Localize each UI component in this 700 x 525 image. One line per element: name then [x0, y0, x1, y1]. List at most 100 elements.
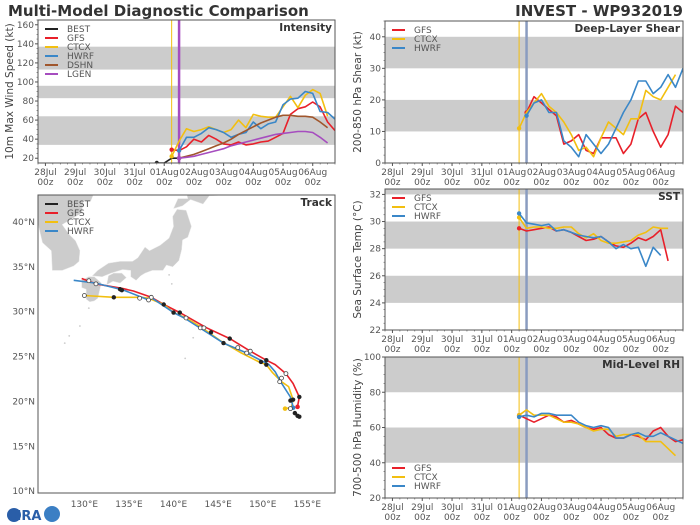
- series-start-point: [516, 211, 522, 216]
- track-start-point: [282, 406, 288, 411]
- x-tick-hour: 00z: [533, 178, 549, 188]
- series-start-point: [169, 154, 174, 159]
- y-tick-label: 100: [364, 353, 381, 363]
- x-tick-day: 03Aug: [209, 168, 238, 178]
- legend-label: GFS: [414, 194, 432, 204]
- map-frame: [37, 194, 336, 494]
- series-start-point: [524, 113, 529, 118]
- y-tick-label: 120: [17, 59, 34, 69]
- x-tick-hour: 00z: [67, 178, 83, 188]
- x-tick-day: 02Aug: [527, 168, 556, 178]
- legend-item-lgen: LGEN: [45, 70, 91, 80]
- legend-item-gfs: GFS: [392, 194, 432, 204]
- x-tick-hour: 00z: [97, 178, 113, 188]
- y-tick-label: 30: [370, 64, 382, 74]
- legend-label: GFS: [414, 26, 432, 36]
- y-tick-label: 40: [23, 135, 35, 145]
- legend-label: GFS: [67, 209, 85, 219]
- land-island: [170, 282, 173, 285]
- x-tick-hour: 00z: [384, 513, 400, 523]
- legend-item-dshn: DSHN: [45, 61, 93, 71]
- lat-tick-label: 20°N: [12, 397, 35, 407]
- y-axis-label: 200-850 hPa Shear (kt): [352, 31, 364, 153]
- legend-label: CTCX: [67, 43, 91, 53]
- series-line-hwrf: [525, 68, 683, 158]
- x-tick-day: 05Aug: [269, 168, 298, 178]
- series-line-ctcx: [518, 409, 677, 457]
- x-tick-day: 06Aug: [646, 168, 675, 178]
- x-tick-day: 04Aug: [587, 168, 616, 178]
- series-start-point: [154, 160, 159, 163]
- series-line-hwrf: [518, 212, 662, 268]
- lon-tick-label: 135°E: [115, 500, 143, 510]
- y-tick-label: 80: [370, 388, 382, 398]
- x-tick-hour: 00z: [533, 513, 549, 523]
- y-tick-label: 80: [23, 97, 35, 107]
- x-tick-hour: 00z: [37, 178, 53, 188]
- x-tick-day: 04Aug: [587, 503, 616, 513]
- x-tick-hour: 00z: [623, 345, 639, 355]
- legend-item-ctcx: CTCX: [392, 203, 438, 213]
- x-tick-day: 05Aug: [616, 335, 645, 345]
- land-island: [87, 307, 90, 309]
- y-tick-label: 30: [370, 218, 382, 228]
- series-start-point: [169, 147, 174, 152]
- panel-title: Intensity: [279, 22, 332, 34]
- y-axis-label: 700-500 hPa Humidity (%): [352, 358, 364, 497]
- logo-text: CIRA: [7, 509, 41, 524]
- x-tick-hour: 00z: [563, 345, 579, 355]
- x-tick-hour: 00z: [593, 513, 609, 523]
- lon-tick-label: 130°E: [71, 500, 99, 510]
- legend-item-gfs: GFS: [45, 209, 85, 219]
- x-tick-day: 06Aug: [298, 168, 327, 178]
- lat-tick-label: 25°N: [12, 353, 35, 363]
- track-marker-filled: [161, 302, 166, 307]
- land-island: [79, 325, 81, 327]
- track-marker-open: [137, 295, 143, 301]
- series-start-point: [516, 126, 522, 131]
- series-line-gfs: [171, 101, 335, 152]
- x-tick-day: 29Jul: [64, 168, 86, 178]
- y-tick-label: 160: [17, 21, 34, 31]
- track-marker-open: [81, 293, 87, 298]
- y-tick-label: 28: [370, 245, 382, 255]
- track-marker-open: [86, 278, 92, 284]
- legend-label: GFS: [414, 464, 432, 474]
- x-tick-hour: 00z: [653, 178, 669, 188]
- legend-item-hwrf: HWRF: [392, 212, 441, 222]
- track-marker-filled: [297, 394, 302, 400]
- track-start-point: [295, 404, 300, 410]
- land-hokkaido: [173, 195, 223, 209]
- land-island: [184, 357, 187, 360]
- legend-label: BEST: [67, 200, 91, 210]
- x-tick-hour: 00z: [563, 178, 579, 188]
- lat-tick-label: 10°N: [12, 487, 35, 497]
- x-tick-hour: 00z: [653, 513, 669, 523]
- series-start-point: [176, 156, 182, 161]
- land-island: [192, 336, 195, 339]
- legend-item-hwrf: HWRF: [45, 227, 94, 237]
- track-marker-filled: [221, 340, 226, 346]
- y-tick-label: 32: [370, 190, 381, 200]
- shaded-band: [38, 46, 335, 70]
- x-tick-hour: 00z: [623, 513, 639, 523]
- y-axis-label: 10m Max Wind Speed (kt): [4, 23, 16, 159]
- x-tick-day: 03Aug: [557, 503, 586, 513]
- x-tick-day: 04Aug: [239, 168, 268, 178]
- x-tick-hour: 00z: [474, 178, 490, 188]
- track-marker-open: [283, 371, 289, 377]
- legend-item-hwrf: HWRF: [392, 482, 441, 492]
- legend-item-hwrf: HWRF: [45, 52, 94, 62]
- legend-label: BEST: [67, 25, 91, 35]
- y-tick-label: 40: [370, 459, 382, 469]
- x-tick-day: 29Jul: [411, 503, 433, 513]
- track-line-ctcx: [84, 294, 294, 410]
- x-tick-day: 02Aug: [527, 503, 556, 513]
- track-marker-filled: [208, 330, 214, 335]
- x-tick-hour: 00z: [444, 345, 460, 355]
- series-start-point: [176, 148, 182, 153]
- x-tick-day: 30Jul: [94, 168, 116, 178]
- x-tick-day: 01Aug: [150, 168, 179, 178]
- plot-area: [385, 189, 683, 330]
- x-tick-hour: 00z: [533, 345, 549, 355]
